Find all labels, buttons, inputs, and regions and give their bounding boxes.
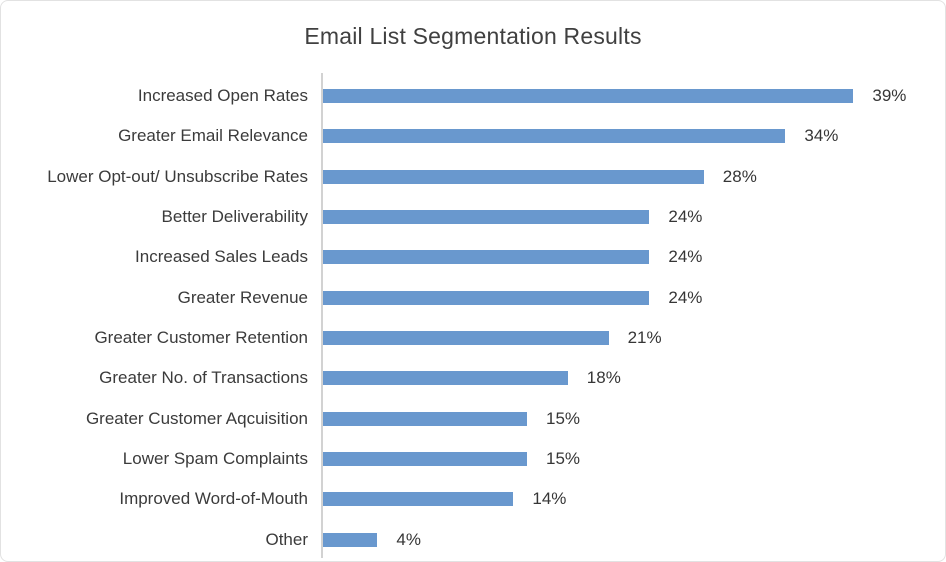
value-label: 15% <box>546 449 581 469</box>
bar-row: Increased Sales Leads 24% <box>1 237 945 277</box>
value-label: 15% <box>546 408 581 428</box>
bar <box>323 290 650 305</box>
bar <box>323 452 527 467</box>
category-label: Greater Customer Aqcuisition <box>85 408 308 428</box>
bar-area: 28% <box>323 167 945 187</box>
category-label: Lower Spam Complaints <box>122 449 308 469</box>
bar <box>323 89 854 104</box>
category-label: Better Deliverability <box>161 207 308 227</box>
bar <box>323 210 650 225</box>
category-label: Greater No. of Transactions <box>99 368 308 388</box>
bar-area: 24% <box>323 247 945 267</box>
bar <box>323 371 568 386</box>
y-axis-line <box>321 73 323 558</box>
bar-row: Lower Spam Complaints 15% <box>1 439 945 479</box>
bar-row: Greater Email Relevance 34% <box>1 116 945 156</box>
value-label: 28% <box>722 166 757 186</box>
value-label: 24% <box>668 247 703 267</box>
value-label: 24% <box>668 287 703 307</box>
bar <box>323 169 704 184</box>
bar-row: Greater Customer Aqcuisition 15% <box>1 399 945 439</box>
category-label: Improved Word-of-Mouth <box>119 489 308 509</box>
category-label: Other <box>265 529 308 549</box>
bar-row: Improved Word-of-Mouth 14% <box>1 479 945 519</box>
category-label: Greater Customer Retention <box>94 328 308 348</box>
bar-area: 14% <box>323 489 945 509</box>
bar <box>323 492 514 507</box>
bar-area: 4% <box>323 530 945 550</box>
bar-area: 15% <box>323 449 945 469</box>
value-label: 18% <box>586 368 621 388</box>
bar-area: 15% <box>323 409 945 429</box>
plot-rows: Increased Open Rates 39% Greater Email Rel… <box>1 76 945 560</box>
value-label: 14% <box>532 489 567 509</box>
bar-area: 24% <box>323 207 945 227</box>
bar-area: 18% <box>323 368 945 388</box>
bar-row: Lower Opt-out/ Unsubscribe Rates 28% <box>1 157 945 197</box>
bar-row: Other 4% <box>1 520 945 560</box>
bar-area: 21% <box>323 328 945 348</box>
category-label: Greater Revenue <box>177 287 308 307</box>
bar-area: 34% <box>323 126 945 146</box>
value-label: 4% <box>396 529 421 549</box>
bar-area: 39% <box>323 86 945 106</box>
value-label: 34% <box>804 126 839 146</box>
bar-row: Greater No. of Transactions 18% <box>1 358 945 398</box>
value-label: 39% <box>872 86 907 106</box>
bar <box>323 250 650 265</box>
category-label: Increased Open Rates <box>137 86 308 106</box>
bar <box>323 411 527 426</box>
bar <box>323 331 609 346</box>
bar-row: Greater Customer Retention 21% <box>1 318 945 358</box>
bar <box>323 129 786 144</box>
bar-row: Greater Revenue 24% <box>1 278 945 318</box>
value-label: 21% <box>627 328 662 348</box>
bar-area: 24% <box>323 288 945 308</box>
chart-title: Email List Segmentation Results <box>304 23 642 49</box>
value-label: 24% <box>668 207 703 227</box>
bar-row: Increased Open Rates 39% <box>1 76 945 116</box>
category-label: Lower Opt-out/ Unsubscribe Rates <box>47 166 308 186</box>
category-label: Increased Sales Leads <box>135 247 308 267</box>
bar <box>323 532 378 547</box>
category-label: Greater Email Relevance <box>118 126 308 146</box>
bar-row: Better Deliverability 24% <box>1 197 945 237</box>
